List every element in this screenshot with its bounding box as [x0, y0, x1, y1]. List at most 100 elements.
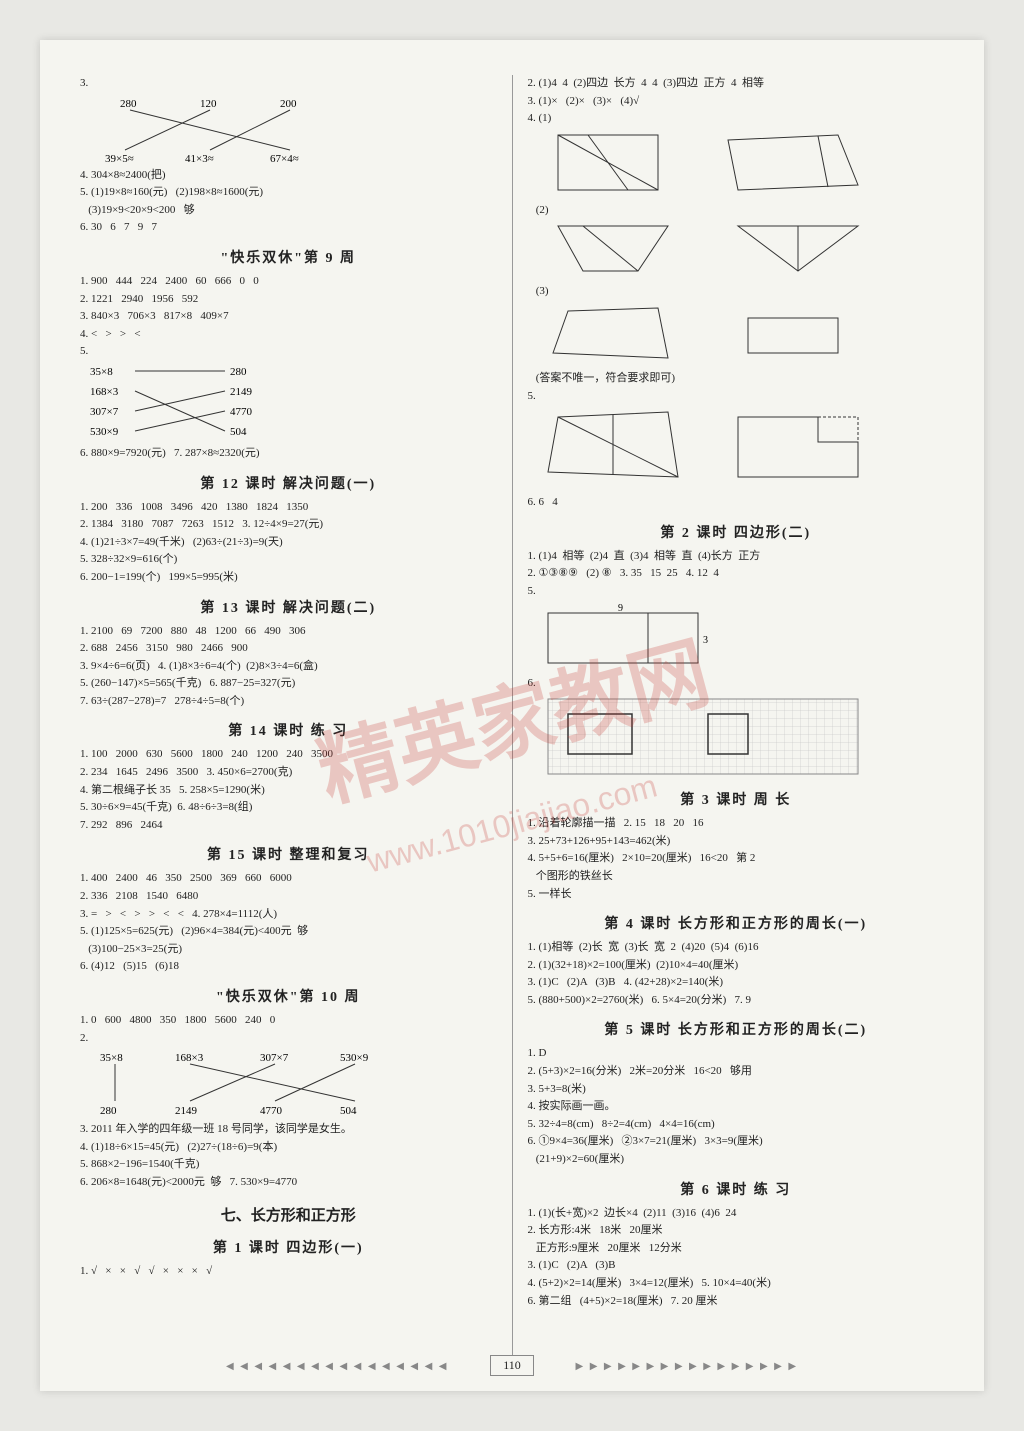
w10-l2: 2.: [80, 1030, 497, 1048]
r-s4-l3: 3. (1)C (2)A (3)B 4. (42+28)×2=140(米): [528, 974, 945, 992]
svg-text:2149: 2149: [230, 386, 253, 398]
page-footer: ◀ ◀ ◀ ◀ ◀ ◀ ◀ ◀ ◀ ◀ ◀ ◀ ◀ ◀ ◀ ◀ 110 ▶ ▶ …: [40, 1355, 984, 1376]
s1-line: 1. √ × × √ √ × × × √: [80, 1263, 497, 1281]
svg-text:168×3: 168×3: [175, 1052, 204, 1064]
week9-match: 35×8 168×3 307×7 530×9 280 2149 4770 504: [80, 363, 360, 443]
r-s2-l3: 5.: [528, 583, 945, 601]
svg-text:41×3≈: 41×3≈: [185, 153, 214, 165]
q4-fig1: [528, 130, 878, 200]
s14-l5: 7. 292 896 2464: [80, 817, 497, 835]
footer-decor-left: ◀ ◀ ◀ ◀ ◀ ◀ ◀ ◀ ◀ ◀ ◀ ◀ ◀ ◀ ◀ ◀: [187, 1361, 487, 1372]
s13-l1: 1. 2100 69 7200 880 48 1200 66 490 306: [80, 623, 497, 641]
svg-text:307×7: 307×7: [90, 406, 119, 418]
s14-title: 第 14 课时 练 习: [80, 720, 497, 740]
s14-l4: 5. 30÷6×9=45(千克) 6. 48÷6÷3=8(组): [80, 799, 497, 817]
s15-l1: 1. 400 2400 46 350 2500 369 660 6000: [80, 870, 497, 888]
s15-l4: 5. (1)125×5=625(元) (2)96×4=384(元)<400元 够: [80, 923, 497, 941]
s13-title: 第 13 课时 解决问题(二): [80, 597, 497, 617]
w10-a1: 3. 2011 年入学的四年级一班 18 号同学，该同学是女生。: [80, 1121, 497, 1139]
s13-l5: 7. 63÷(287−278)=7 278÷4÷5=8(个): [80, 693, 497, 711]
r-s5-l4: 4. 按实际画一画。: [528, 1098, 945, 1116]
s13-l2: 2. 688 2456 3150 980 2466 900: [80, 640, 497, 658]
w9-after: 6. 880×9=7920(元) 7. 287×8≈2320(元): [80, 445, 497, 463]
q4-fig3: [528, 303, 878, 368]
q4: 4. 304×8≈2400(把): [80, 167, 497, 185]
w9-l4: 4. < > > <: [80, 326, 497, 344]
s14-l2: 2. 234 1645 2496 3500 3. 450×6=2700(克): [80, 764, 497, 782]
svg-text:280: 280: [230, 366, 247, 378]
r-s5-l5: 5. 32÷4=8(cm) 8÷2=4(cm) 4×4=16(cm): [528, 1116, 945, 1134]
w9-l1: 1. 900 444 224 2400 60 666 0 0: [80, 273, 497, 291]
week9-title: "快乐双休"第 9 周: [80, 247, 497, 267]
svg-text:4770: 4770: [230, 406, 253, 418]
r-s6-l2: 2. 长方形:4米 18米 20厘米: [528, 1222, 945, 1240]
w9-l3: 3. 840×3 706×3 817×8 409×7: [80, 308, 497, 326]
s1-title: 第 1 课时 四边形(一): [80, 1237, 497, 1257]
w9-l2: 2. 1221 2940 1956 592: [80, 291, 497, 309]
r-s3-l4: 个图形的铁丝长: [528, 868, 945, 886]
s12-l3: 4. (1)21÷3×7=49(千米) (2)63÷(21÷3)=9(天): [80, 534, 497, 552]
q5-fig: [528, 407, 878, 492]
q6: 6. 30 6 7 9 7: [80, 219, 497, 237]
svg-text:3: 3: [703, 635, 708, 646]
right-column: 2. (1)4 4 (2)四边 长方 4 4 (3)四边 正方 4 相等 3. …: [518, 75, 955, 1356]
s13-l4: 5. (260−147)×5=565(千克) 6. 887−25=327(元): [80, 675, 497, 693]
r-s4-l1: 1. (1)相等 (2)长 宽 (3)长 宽 2 (4)20 (5)4 (6)1…: [528, 939, 945, 957]
s12-title: 第 12 课时 解决问题(一): [80, 473, 497, 493]
w10-a2: 4. (1)18÷6×15=45(元) (2)27÷(18÷6)=9(本): [80, 1139, 497, 1157]
s12-l4: 5. 328÷32×9=616(个): [80, 551, 497, 569]
r-s4-title: 第 4 课时 长方形和正方形的周长(一): [528, 913, 945, 933]
s14-l1: 1. 100 2000 630 5600 1800 240 1200 240 3…: [80, 746, 497, 764]
r-q3: 3. (1)× (2)× (3)× (4)√: [528, 93, 945, 111]
r-s4-l2: 2. (1)(32+18)×2=100(厘米) (2)10×4=40(厘米): [528, 957, 945, 975]
r-q4-note: (答案不唯一，符合要求即可): [528, 370, 945, 388]
r-q4-1: 4. (1): [528, 110, 945, 128]
s2-q6-grid: [528, 694, 878, 779]
week10-title: "快乐双休"第 10 周: [80, 986, 497, 1006]
svg-text:2149: 2149: [175, 1105, 198, 1117]
svg-text:35×8: 35×8: [100, 1052, 123, 1064]
s15-l6: 6. (4)12 (5)15 (6)18: [80, 958, 497, 976]
svg-text:280: 280: [100, 1105, 117, 1117]
r-s6-l6: 6. 第二组 (4+5)×2=18(厘米) 7. 20 厘米: [528, 1293, 945, 1311]
r-s6-title: 第 6 课时 练 习: [528, 1179, 945, 1199]
r-s4-l4: 5. (880+500)×2=2760(米) 6. 5×4=20(分米) 7. …: [528, 992, 945, 1010]
r-s6-l4: 3. (1)C (2)A (3)B: [528, 1257, 945, 1275]
r-s3-title: 第 3 课时 周 长: [528, 789, 945, 809]
r-s5-l6: 6. ①9×4=36(厘米) ②3×7=21(厘米) 3×3=9(厘米): [528, 1133, 945, 1151]
q5-2: (3)19×9<20×9<200 够: [80, 202, 497, 220]
r-q2: 2. (1)4 4 (2)四边 长方 4 4 (3)四边 正方 4 相等: [528, 75, 945, 93]
s12-l2: 2. 1384 3180 7087 7263 1512 3. 12÷4×9=27…: [80, 516, 497, 534]
svg-text:504: 504: [230, 426, 247, 438]
r-s6-l5: 4. (5+2)×2=14(厘米) 3×4=12(厘米) 5. 10×4=40(…: [528, 1275, 945, 1293]
column-divider: [512, 75, 513, 1356]
svg-text:530×9: 530×9: [90, 426, 119, 438]
r-q5: 5.: [528, 388, 945, 406]
s13-l3: 3. 9×4÷6=6(页) 4. (1)8×3÷6=4(个) (2)8×3÷4=…: [80, 658, 497, 676]
svg-text:200: 200: [280, 98, 297, 110]
s12-l5: 6. 200−1=199(个) 199×5=995(米): [80, 569, 497, 587]
r-s2-q6: 6.: [528, 675, 945, 693]
r-s2-l2: 2. ①③⑧⑨ (2) ⑧ 3. 35 15 25 4. 12 4: [528, 565, 945, 583]
r-s5-l2: 2. (5+3)×2=16(分米) 2米=20分米 16<20 够用: [528, 1063, 945, 1081]
q5-1: 5. (1)19×8≈160(元) (2)198×8≈1600(元): [80, 184, 497, 202]
r-s5-l7: (21+9)×2=60(厘米): [528, 1151, 945, 1169]
r-s3-l1: 1. 沿着轮廓描一描 2. 15 18 20 16: [528, 815, 945, 833]
r-s3-l5: 5. 一样长: [528, 886, 945, 904]
w10-l1: 1. 0 600 4800 350 1800 5600 240 0: [80, 1012, 497, 1030]
r-s6-l1: 1. (1)(长+宽)×2 边长×4 (2)11 (3)16 (4)6 24: [528, 1205, 945, 1223]
r-s5-title: 第 5 课时 长方形和正方形的周长(二): [528, 1019, 945, 1039]
svg-text:120: 120: [200, 98, 217, 110]
footer-decor-right: ▶ ▶ ▶ ▶ ▶ ▶ ▶ ▶ ▶ ▶ ▶ ▶ ▶ ▶ ▶ ▶: [537, 1361, 837, 1372]
s15-l2: 2. 336 2108 1540 6480: [80, 888, 497, 906]
s14-l3: 4. 第二根绳子长 35 5. 258×5=1290(米): [80, 782, 497, 800]
r-s2-title: 第 2 课时 四边形(二): [528, 522, 945, 542]
ch7-title: 七、长方形和正方形: [80, 1204, 497, 1225]
r-s2-l1: 1. (1)4 相等 (2)4 直 (3)4 相等 直 (4)长方 正方: [528, 548, 945, 566]
svg-text:9: 9: [618, 603, 623, 614]
s15-l3: 3. = > < > > < < 4. 278×4=1112(人): [80, 906, 497, 924]
r-q6: 6. 6 4: [528, 494, 945, 512]
w10-a3: 5. 868×2−196=1540(千克): [80, 1156, 497, 1174]
w9-l5: 5.: [80, 343, 497, 361]
q3-diagram: 280 120 200 39×5≈ 41×3≈ 67×4≈: [80, 95, 360, 165]
